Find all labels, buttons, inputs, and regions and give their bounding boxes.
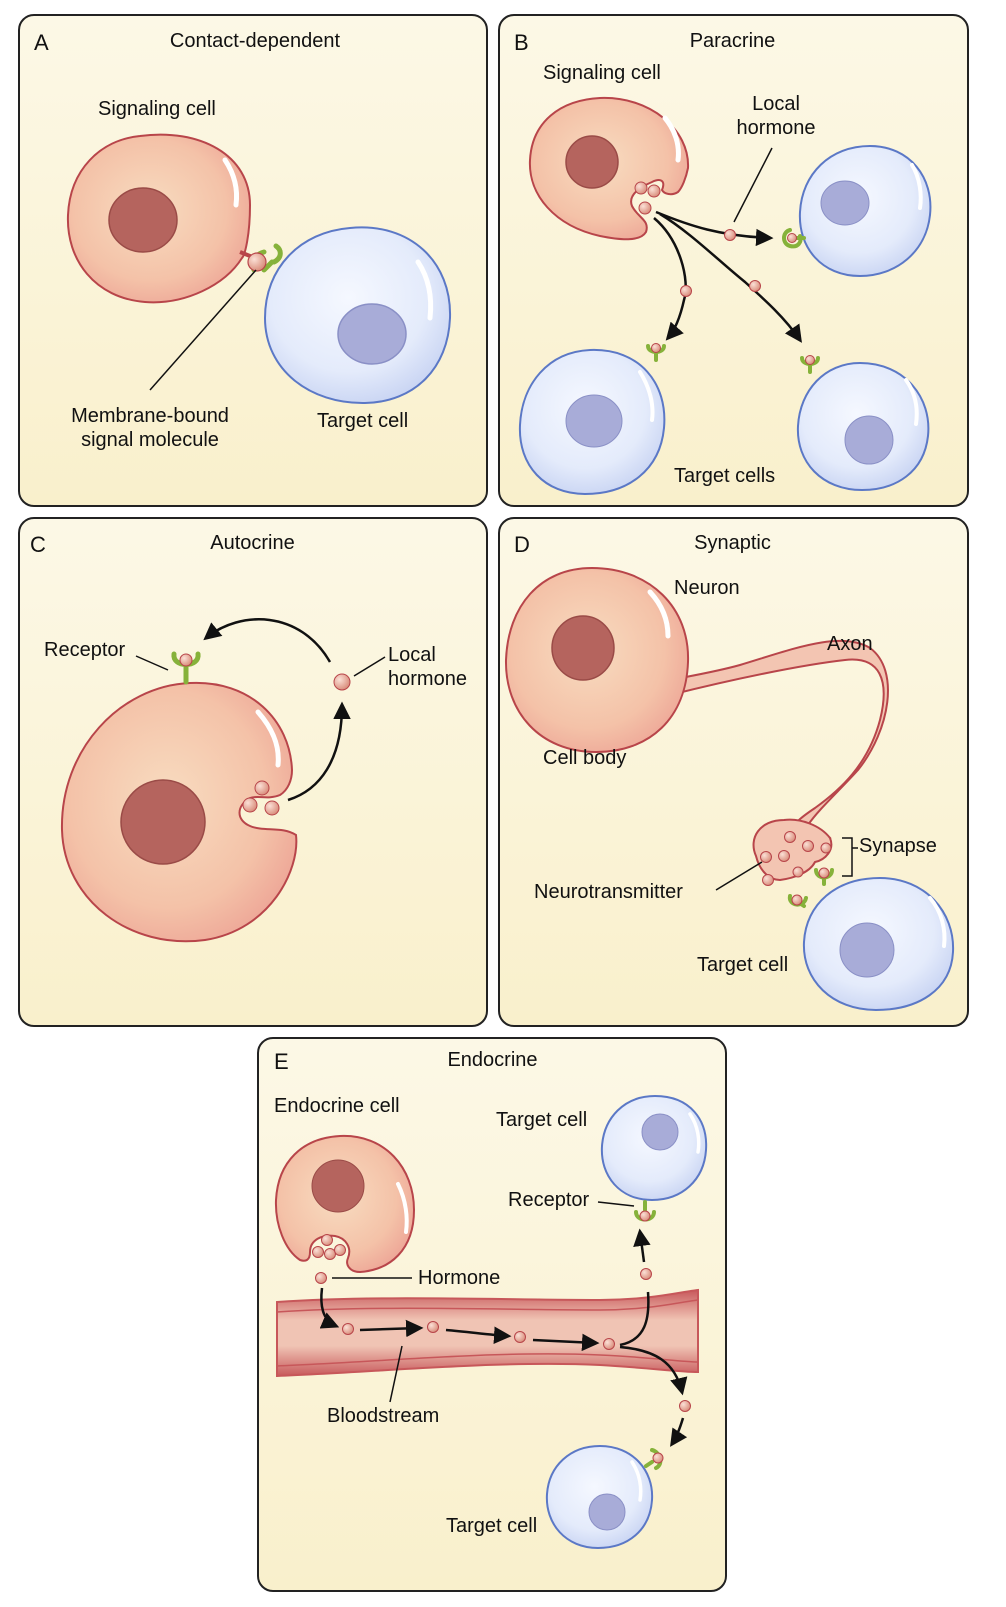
panel-e-art [274, 1094, 708, 1550]
panel-letter: B [514, 30, 529, 55]
nucleus [311, 1159, 365, 1213]
panel-c-art [60, 618, 386, 943]
panel-d-art [504, 566, 955, 1012]
panel-title: Synaptic [694, 532, 771, 554]
nucleus [820, 180, 870, 226]
nucleus [337, 303, 407, 365]
label-receptor: Receptor [44, 639, 126, 661]
label-target-cell-bottom: Target cell [446, 1515, 538, 1537]
label-signaling-cell: Signaling cell [543, 62, 661, 84]
label-bloodstream: Bloodstream [327, 1405, 440, 1427]
label-neurotransmitter: Neurotransmitter [534, 881, 683, 903]
label-target-cell: Target cell [697, 954, 789, 976]
label-target-cell: Target cell [317, 410, 409, 432]
panel-letter: C [30, 532, 46, 557]
label-membrane-bound-2: signal molecule [81, 429, 219, 451]
panel-letter: E [274, 1049, 289, 1074]
label-axon: Axon [827, 633, 873, 655]
label-signaling-cell: Signaling cell [98, 98, 216, 120]
label-membrane-bound-1: Membrane-bound [71, 405, 229, 427]
nucleus [839, 922, 895, 978]
nucleus [551, 615, 615, 681]
panel-title: Contact-dependent [169, 30, 341, 52]
nucleus [641, 1113, 679, 1151]
label-receptor: Receptor [508, 1189, 590, 1211]
label-hormone: Hormone [418, 1267, 501, 1289]
nucleus [565, 394, 623, 448]
nucleus [588, 1493, 626, 1531]
panel-a-art [66, 133, 452, 405]
label-local: Local [388, 644, 436, 666]
label-synapse: Synapse [859, 835, 937, 857]
label-neuron: Neuron [674, 577, 740, 599]
nucleus [120, 779, 206, 865]
nucleus [844, 415, 894, 465]
panel-title: Autocrine [210, 532, 295, 554]
panel-b-art [518, 96, 932, 496]
nucleus [108, 187, 178, 253]
panel-letter: D [514, 532, 530, 557]
label-local: Local [752, 93, 800, 115]
label-target-cell-top: Target cell [496, 1109, 588, 1131]
panel-title: Endocrine [447, 1049, 538, 1071]
label-endocrine-cell: Endocrine cell [274, 1095, 400, 1117]
nucleus [565, 135, 619, 189]
label-hormone: hormone [736, 117, 816, 139]
panel-title: Paracrine [689, 30, 776, 52]
signal-molecule [247, 252, 267, 272]
receptor [646, 228, 820, 374]
label-hormone: hormone [388, 668, 467, 690]
panel-letter: A [34, 30, 49, 55]
label-target-cells: Target cells [674, 465, 776, 487]
label-cell-body: Cell body [543, 747, 627, 769]
